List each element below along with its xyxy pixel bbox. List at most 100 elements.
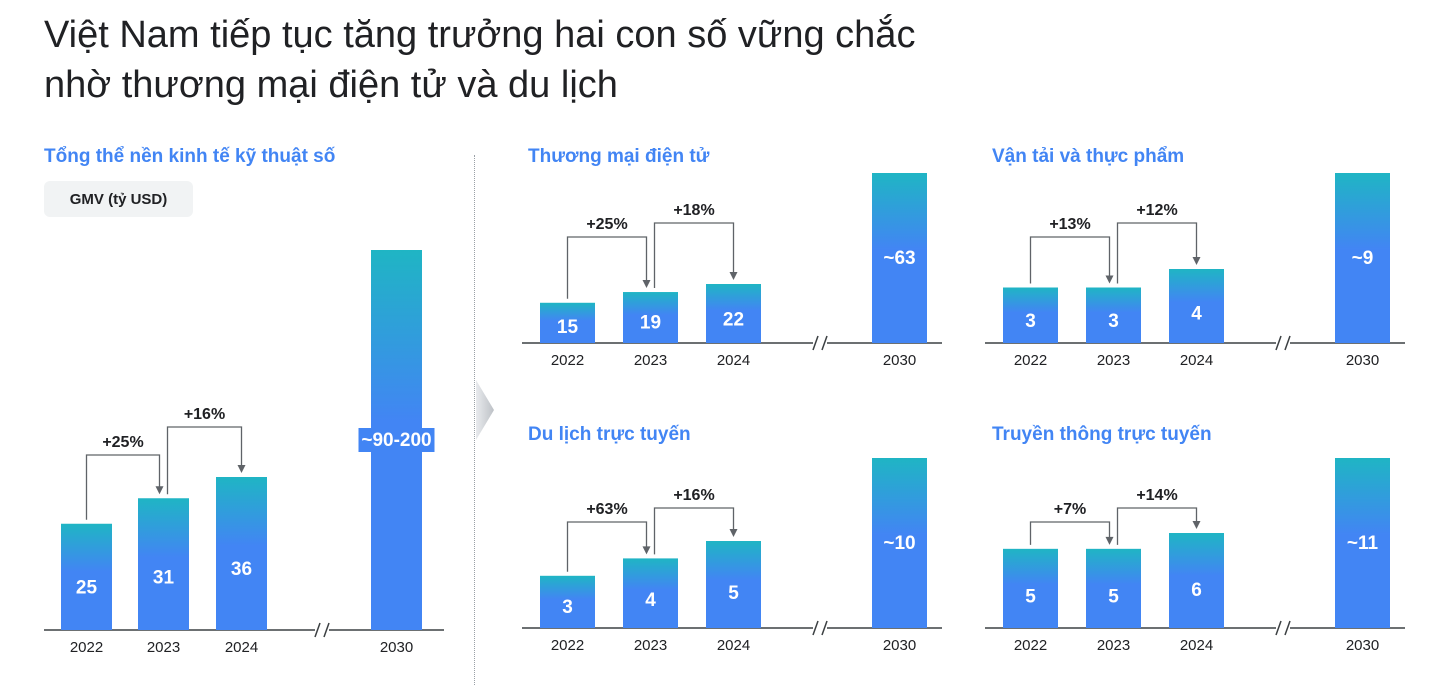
bar-2022 bbox=[1003, 287, 1058, 343]
axis-break-mark bbox=[812, 620, 819, 636]
value-label-bg bbox=[358, 428, 435, 452]
bar-2024 bbox=[706, 541, 761, 628]
panel-divider bbox=[474, 155, 475, 685]
x-tick-label-2022: 2022 bbox=[70, 639, 103, 656]
data-label-2030: ~11 bbox=[1347, 533, 1379, 554]
axis-break-mark bbox=[1284, 620, 1291, 636]
axis-break-mark bbox=[1284, 335, 1291, 351]
bar-2023 bbox=[138, 498, 189, 630]
x-tick-label-2030: 2030 bbox=[883, 352, 916, 369]
bar-2022 bbox=[1003, 548, 1058, 628]
x-tick-label-2022: 2022 bbox=[551, 637, 584, 654]
bar-2023 bbox=[623, 292, 678, 343]
bar-2022 bbox=[540, 302, 595, 343]
bar-2030 bbox=[1335, 173, 1390, 343]
growth-arrow bbox=[1116, 222, 1198, 284]
bar-2023 bbox=[623, 558, 678, 628]
growth-arrow bbox=[566, 236, 648, 299]
data-label-2023: 3 bbox=[1108, 311, 1119, 332]
x-tick-label-2024: 2024 bbox=[1180, 637, 1213, 654]
data-label-2030: ~10 bbox=[883, 533, 915, 554]
bar-2024 bbox=[706, 284, 761, 343]
x-tick-label-2030: 2030 bbox=[380, 639, 413, 656]
arrow-head-icon bbox=[1105, 536, 1114, 545]
chart-ecommerce: 15 2022 19 2023 22 2024 ~63 2030 +25% +18% bbox=[522, 173, 942, 369]
growth-label: +13% bbox=[1049, 216, 1090, 233]
panel-title-overall: Tổng thể nền kinh tế kỹ thuật số bbox=[44, 146, 336, 167]
arrow-head-icon bbox=[642, 546, 651, 555]
x-tick-label-2023: 2023 bbox=[634, 637, 667, 654]
bar-2023 bbox=[1086, 548, 1141, 628]
growth-label: +16% bbox=[673, 487, 714, 504]
axis-break-mark bbox=[812, 335, 819, 351]
bar-2030 bbox=[872, 458, 927, 628]
chart-overall: 25 2022 31 2023 36 2024 ~90-200 2030 +25% +16% bbox=[44, 250, 444, 656]
x-tick-label-2022: 2022 bbox=[1014, 637, 1047, 654]
data-label-2023: 5 bbox=[1108, 586, 1119, 607]
data-label-2024: 6 bbox=[1191, 580, 1202, 601]
growth-arrow bbox=[1029, 521, 1111, 545]
data-label-2023: 19 bbox=[640, 313, 661, 334]
x-tick-label-2030: 2030 bbox=[1346, 637, 1379, 654]
chart-transport-food: 3 2022 3 2023 4 2024 ~9 2030 +13% +12% bbox=[985, 173, 1405, 369]
title-line-2: nhờ thương mại điện tử và du lịch bbox=[44, 64, 618, 106]
data-label-2022: 3 bbox=[1025, 311, 1036, 332]
axis-break-mark bbox=[323, 622, 330, 638]
x-tick-label-2030: 2030 bbox=[883, 637, 916, 654]
axis-break-mark bbox=[821, 335, 828, 351]
axis-break-mark bbox=[314, 622, 321, 638]
axis-break-mark bbox=[1275, 620, 1282, 636]
growth-label: +14% bbox=[1136, 487, 1177, 504]
unit-chip: GMV (tỷ USD) bbox=[44, 181, 193, 217]
axis-break-mark bbox=[1275, 335, 1282, 351]
arrow-head-icon bbox=[155, 486, 164, 495]
growth-label: +16% bbox=[184, 406, 225, 423]
bar-2023 bbox=[1086, 287, 1141, 343]
data-label-2030: ~90-200 bbox=[361, 430, 431, 451]
chart-online-travel: 3 2022 4 2023 5 2024 ~10 2030 +63% +16% bbox=[522, 458, 942, 654]
arrow-head-icon bbox=[729, 272, 738, 280]
growth-arrow bbox=[653, 222, 735, 289]
data-label-2024: 36 bbox=[231, 559, 252, 580]
data-label-2024: 4 bbox=[1191, 303, 1202, 324]
data-label-2022: 3 bbox=[562, 597, 573, 618]
arrow-head-icon bbox=[642, 280, 651, 289]
axis-break-mark bbox=[821, 620, 828, 636]
data-label-2030: ~9 bbox=[1352, 248, 1374, 269]
data-label-2024: 5 bbox=[728, 583, 739, 604]
growth-arrow bbox=[1116, 507, 1198, 545]
growth-label: +12% bbox=[1136, 202, 1177, 219]
growth-label: +63% bbox=[586, 501, 627, 518]
title-line-1: Việt Nam tiếp tục tăng trưởng hai con số… bbox=[44, 14, 916, 56]
x-tick-label-2024: 2024 bbox=[1180, 352, 1213, 369]
chevron-right-icon bbox=[476, 380, 494, 440]
page-title: Việt Nam tiếp tục tăng trưởng hai con số… bbox=[44, 10, 1144, 110]
arrow-head-icon bbox=[1192, 521, 1201, 529]
data-label-2022: 25 bbox=[76, 578, 98, 599]
arrow-head-icon bbox=[729, 529, 738, 537]
growth-arrow bbox=[653, 507, 735, 555]
bar-2030 bbox=[1335, 458, 1390, 628]
growth-arrow bbox=[85, 454, 161, 520]
arrow-head-icon bbox=[1105, 275, 1114, 284]
growth-arrow bbox=[566, 521, 648, 572]
growth-label: +18% bbox=[673, 202, 714, 219]
x-tick-label-2023: 2023 bbox=[1097, 637, 1130, 654]
x-tick-label-2022: 2022 bbox=[1014, 352, 1047, 369]
x-tick-label-2023: 2023 bbox=[147, 639, 180, 656]
panel-title-ecommerce: Thương mại điện tử bbox=[528, 146, 710, 167]
panel-title-transport-food: Vận tải và thực phẩm bbox=[992, 146, 1185, 167]
panel-title-online-travel: Du lịch trực tuyến bbox=[528, 424, 691, 445]
data-label-2023: 4 bbox=[645, 590, 656, 611]
data-label-2030: ~63 bbox=[883, 248, 915, 269]
panel-title-online-media: Truyền thông trực tuyến bbox=[992, 424, 1212, 445]
x-tick-label-2024: 2024 bbox=[225, 639, 258, 656]
growth-arrow bbox=[166, 426, 243, 495]
x-tick-label-2024: 2024 bbox=[717, 352, 750, 369]
growth-label: +7% bbox=[1054, 501, 1086, 518]
data-label-2022: 15 bbox=[557, 317, 579, 338]
bar-2024 bbox=[216, 477, 267, 630]
bar-2022 bbox=[61, 523, 112, 630]
bar-2030 bbox=[872, 173, 927, 343]
x-tick-label-2023: 2023 bbox=[1097, 352, 1130, 369]
